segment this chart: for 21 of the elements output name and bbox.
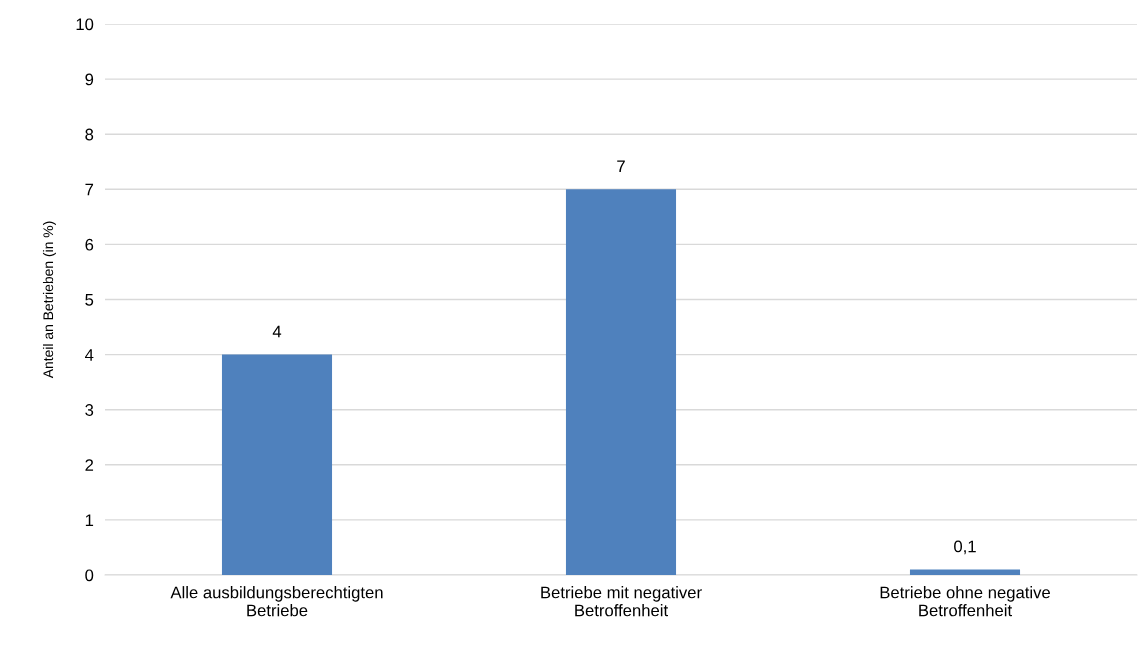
x-tick-label: Betriebe mit negativer Betroffenheit <box>541 586 702 617</box>
y-axis-title: Anteil an Betrieben (in %) <box>42 221 56 379</box>
bar <box>565 189 677 575</box>
bar <box>221 354 333 575</box>
y-tick-label: 0 <box>85 569 94 582</box>
y-tick-label: 5 <box>85 294 94 306</box>
data-label: 7 <box>617 160 625 172</box>
y-tick-label: 10 <box>76 18 94 31</box>
y-tick-label: 8 <box>85 128 94 141</box>
data-label: 4 <box>272 325 282 338</box>
bar <box>909 569 1021 575</box>
y-tick-label: 6 <box>85 238 94 251</box>
x-tick-label: Alle ausbildungsberechtigten Betriebe <box>170 586 383 617</box>
y-tick-label: 4 <box>85 349 94 361</box>
y-tick-label: 9 <box>85 73 94 86</box>
x-tick-label: Betriebe ohne negative Betroffenheit <box>880 586 1050 617</box>
y-tick-label: 2 <box>85 459 94 471</box>
y-tick-label: 7 <box>85 183 94 196</box>
data-label: 0,1 <box>954 540 976 555</box>
y-tick-label: 1 <box>85 514 94 526</box>
y-tick-label: 3 <box>85 404 94 416</box>
